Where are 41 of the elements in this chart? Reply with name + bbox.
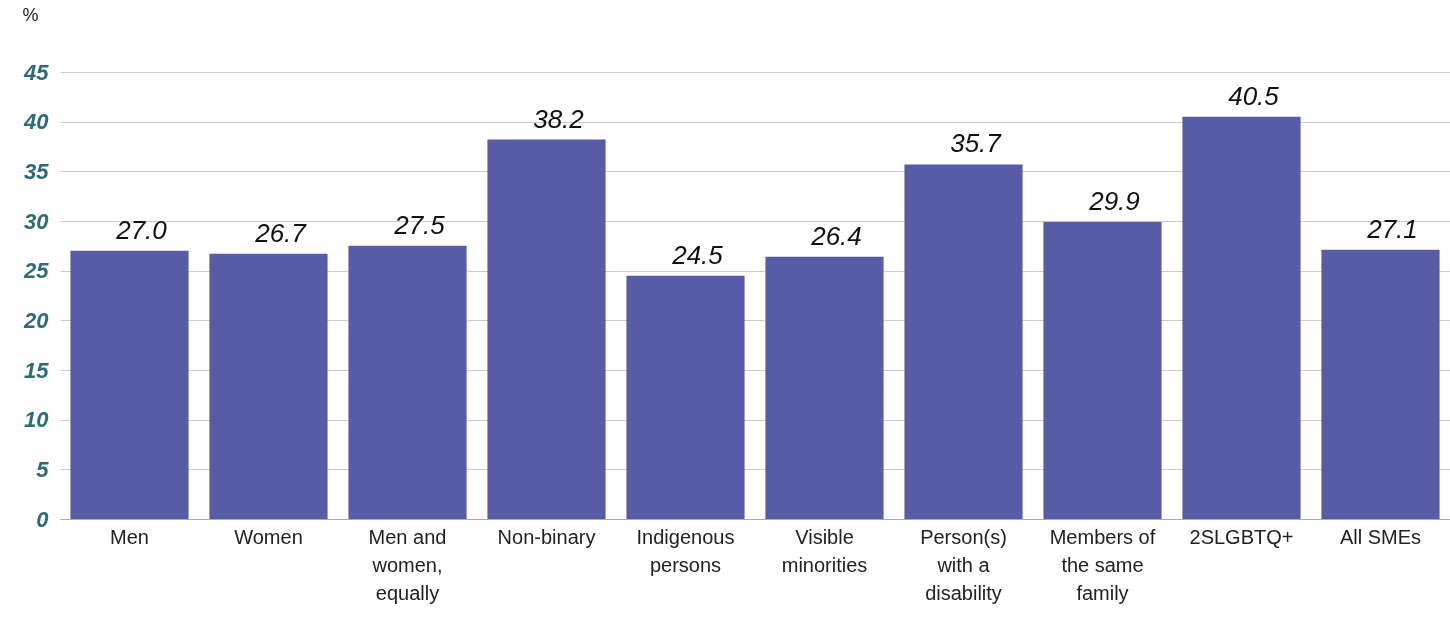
y-tick-label: 25 — [23, 258, 50, 284]
y-tick-label: 20 — [23, 307, 50, 333]
bar — [348, 245, 467, 519]
x-tick-label: 2SLGBTQ+ — [1189, 525, 1294, 548]
x-tick-label: Men — [110, 525, 149, 548]
data-label: 27.1 — [1366, 213, 1418, 244]
x-tick-label: Person(s) with a disability — [920, 525, 1007, 604]
x-tick-label: Members of the same family — [1049, 525, 1156, 604]
y-tick-label: 40 — [23, 109, 50, 135]
x-tick-label: Indigenous persons — [636, 525, 735, 576]
y-tick-label: 30 — [24, 208, 50, 234]
data-label: 40.5 — [1228, 80, 1280, 111]
y-tick-label: 15 — [24, 357, 50, 383]
x-tick-label: All SMEs — [1339, 525, 1422, 548]
data-label: 29.9 — [1088, 185, 1140, 216]
data-label: 26.4 — [810, 220, 862, 251]
bar — [765, 256, 884, 519]
bar — [209, 253, 328, 519]
bar — [1321, 249, 1440, 519]
y-axis-title: % — [22, 4, 39, 25]
bar — [1182, 116, 1301, 519]
data-label: 27.0 — [115, 214, 168, 245]
data-label: 24.5 — [671, 239, 724, 270]
bar — [70, 250, 189, 519]
data-label: 26.7 — [254, 217, 308, 248]
x-tick-label: Non-binary — [497, 525, 596, 548]
bar — [487, 139, 606, 519]
x-tick-label: Women — [234, 525, 303, 548]
bar — [626, 275, 745, 519]
y-tick-label: 35 — [24, 158, 50, 184]
x-tick-label: Visible minorities — [781, 525, 868, 576]
data-label: 27.5 — [393, 209, 446, 240]
y-tick-label: 0 — [36, 506, 50, 532]
data-label: 35.7 — [950, 128, 1003, 159]
bar — [1043, 221, 1162, 519]
data-label: 38.2 — [533, 103, 585, 134]
bar — [904, 164, 1023, 519]
y-tick-label: 45 — [23, 59, 50, 85]
x-tick-label: Men and women, equally — [368, 525, 447, 604]
y-tick-label: 10 — [24, 407, 50, 433]
y-tick-label: 5 — [36, 456, 50, 482]
